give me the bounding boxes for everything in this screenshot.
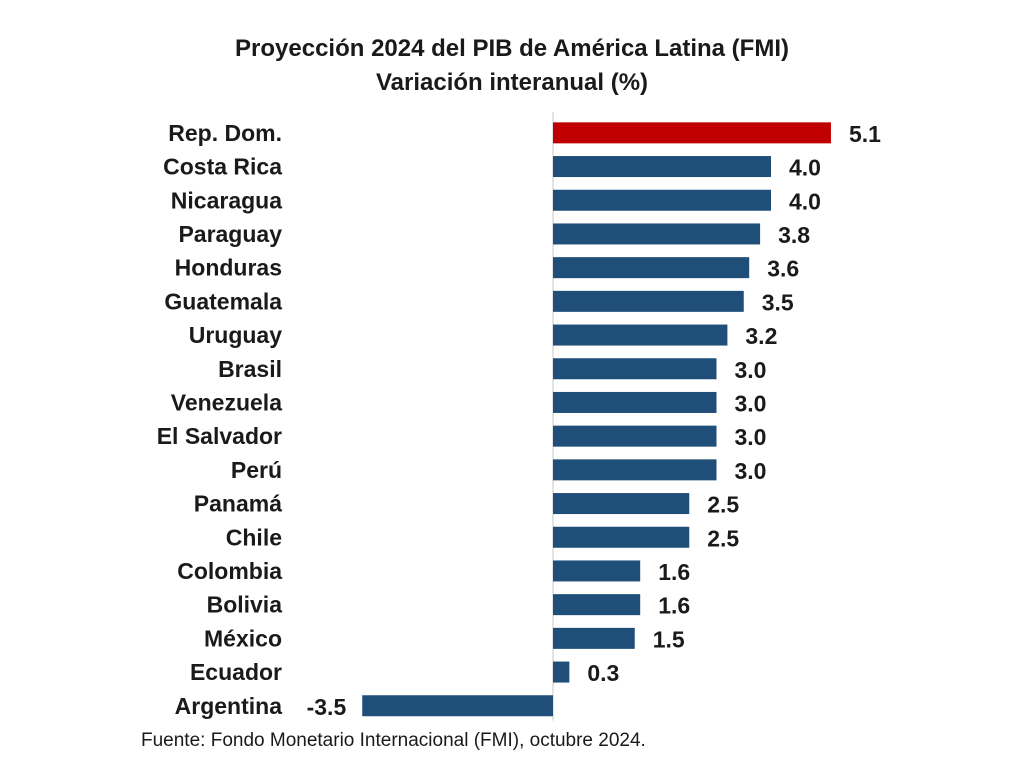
data-label: 3.0 [735, 357, 767, 383]
bar-11 [553, 493, 690, 515]
bar-6 [553, 324, 728, 346]
category-label: Paraguay [178, 221, 282, 247]
data-label: 3.0 [735, 458, 767, 484]
data-label: 3.8 [778, 222, 810, 248]
data-label: 3.6 [767, 256, 799, 282]
data-label: 5.1 [849, 121, 881, 147]
category-label: Chile [226, 524, 282, 550]
bar-9 [553, 425, 717, 447]
data-label: 3.2 [745, 323, 777, 349]
category-label: El Salvador [157, 423, 282, 449]
bar-3 [553, 223, 761, 245]
data-label: 4.0 [789, 188, 821, 214]
bar-4 [553, 257, 750, 279]
bar-15 [553, 627, 635, 649]
bar-7 [553, 358, 717, 380]
bar-16 [553, 661, 570, 683]
data-label: 1.6 [658, 559, 690, 585]
bar-13 [553, 560, 641, 582]
category-label: Colombia [177, 558, 282, 584]
bar-1 [553, 156, 771, 178]
data-label: 3.5 [762, 289, 794, 315]
category-label: Ecuador [190, 659, 282, 685]
data-label: -3.5 [307, 694, 347, 720]
data-label: 1.6 [658, 593, 690, 619]
category-label: Uruguay [189, 322, 283, 348]
data-label: 4.0 [789, 155, 821, 181]
chart-title: Proyección 2024 del PIB de América Latin… [235, 35, 789, 62]
bar-2 [553, 189, 771, 211]
bar-8 [553, 391, 717, 413]
category-label: Argentina [175, 693, 283, 719]
category-label: Costa Rica [163, 154, 282, 180]
category-label: Bolivia [207, 592, 283, 618]
bar-17 [362, 695, 553, 717]
category-label: Venezuela [171, 389, 282, 415]
category-label: Panamá [194, 491, 282, 517]
category-label: Rep. Dom. [168, 120, 282, 146]
data-label: 3.0 [735, 390, 767, 416]
data-label: 2.5 [707, 525, 739, 551]
bar-14 [553, 594, 641, 616]
bar-10 [553, 459, 717, 481]
category-label: Honduras [175, 255, 282, 281]
bar-5 [553, 290, 744, 312]
category-label: Perú [231, 457, 282, 483]
category-label: Nicaragua [171, 187, 282, 213]
bar-12 [553, 526, 690, 548]
data-label: 3.0 [735, 424, 767, 450]
data-label: 1.5 [653, 626, 685, 652]
category-label: México [204, 625, 282, 651]
data-label: 0.3 [587, 660, 619, 686]
chart-subtitle: Variación interanual (%) [375, 69, 649, 96]
data-label: 2.5 [707, 492, 739, 518]
source-note: Fuente: Fondo Monetario Internacional (F… [141, 730, 646, 751]
bar-0 [553, 122, 831, 144]
category-label: Brasil [218, 356, 282, 382]
category-label: Guatemala [164, 288, 282, 314]
